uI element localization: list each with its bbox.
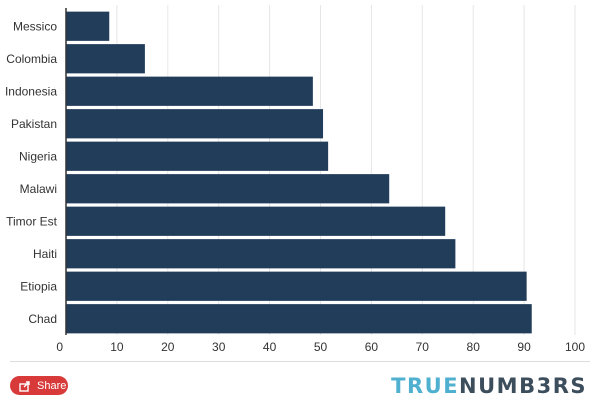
category-label: Malawi — [20, 182, 57, 196]
bar — [66, 44, 145, 74]
x-tick-label: 80 — [467, 340, 481, 354]
bar — [66, 206, 446, 236]
bar — [66, 304, 532, 334]
x-tick-label: 100 — [565, 340, 585, 354]
bar — [66, 11, 110, 41]
share-label: Share — [37, 379, 67, 392]
x-tick-label: 10 — [110, 340, 124, 354]
category-label: Nigeria — [19, 149, 57, 163]
category-label: Chad — [28, 312, 57, 326]
category-label: Haiti — [33, 247, 57, 261]
bar — [66, 109, 324, 139]
bar — [66, 141, 329, 171]
x-axis-ticks: 0 10 20 30 40 50 60 70 80 90 100 — [56, 340, 585, 354]
footer-divider — [10, 361, 590, 362]
x-tick-label: 40 — [263, 340, 277, 354]
category-labels: Messico Colombia Indonesia Pakistan Nigeria M… — [5, 19, 58, 326]
bar — [66, 239, 456, 269]
brand-logo-part1: TRUE — [391, 374, 460, 398]
share-button[interactable]: Share — [10, 376, 68, 395]
bar — [66, 174, 390, 204]
category-label: Messico — [13, 19, 57, 33]
bars — [66, 11, 532, 334]
category-label: Indonesia — [5, 84, 57, 98]
category-label: Colombia — [6, 52, 57, 66]
x-tick-label: 0 — [56, 340, 63, 354]
x-tick-label: 30 — [212, 340, 226, 354]
category-label: Etiopia — [20, 279, 57, 293]
category-label: Pakistan — [11, 117, 57, 131]
share-icon — [19, 380, 31, 392]
brand-logo[interactable]: TRUENUMB3RS — [391, 374, 587, 398]
category-label: Timor Est — [6, 214, 58, 228]
x-tick-label: 70 — [416, 340, 430, 354]
brand-logo-part2: NUMB3RS — [459, 374, 587, 398]
x-tick-label: 50 — [314, 340, 328, 354]
x-tick-label: 20 — [161, 340, 175, 354]
bar-chart: Messico Colombia Indonesia Pakistan Nigeria M… — [5, 5, 585, 354]
x-tick-label: 60 — [365, 340, 379, 354]
bar — [66, 76, 313, 106]
x-tick-label: 90 — [517, 340, 531, 354]
bar — [66, 271, 527, 301]
